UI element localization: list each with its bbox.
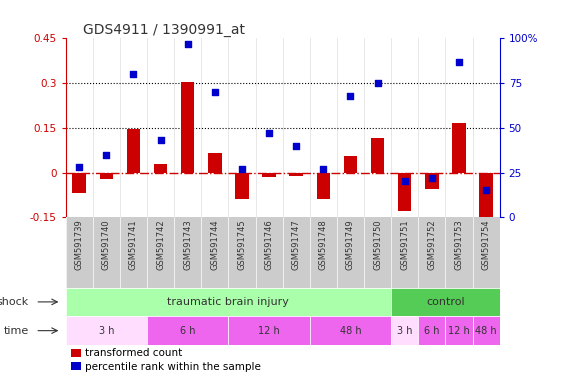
Bar <box>316 172 330 199</box>
Text: GSM591747: GSM591747 <box>292 219 301 270</box>
Point <box>238 166 247 172</box>
Bar <box>344 156 357 172</box>
Text: GSM591754: GSM591754 <box>481 219 490 270</box>
Text: GSM591745: GSM591745 <box>238 219 247 270</box>
Text: GSM591753: GSM591753 <box>455 219 464 270</box>
Bar <box>309 316 391 345</box>
Point <box>156 137 165 144</box>
Text: 3 h: 3 h <box>99 326 114 336</box>
Bar <box>147 316 228 345</box>
Point <box>102 152 111 158</box>
Bar <box>66 288 391 316</box>
Text: GSM591743: GSM591743 <box>183 219 192 270</box>
Bar <box>479 172 493 228</box>
Text: control: control <box>426 297 465 307</box>
Point <box>75 164 84 170</box>
Point <box>129 71 138 77</box>
Point <box>481 187 490 194</box>
Bar <box>66 316 147 345</box>
Bar <box>99 172 113 179</box>
Text: GSM591742: GSM591742 <box>156 219 165 270</box>
Point <box>292 142 301 149</box>
Bar <box>181 82 195 172</box>
Point <box>455 59 464 65</box>
Point <box>183 41 192 47</box>
Text: traumatic brain injury: traumatic brain injury <box>167 297 289 307</box>
Text: GSM591746: GSM591746 <box>264 219 274 270</box>
Text: GSM591752: GSM591752 <box>427 219 436 270</box>
Text: time: time <box>3 326 29 336</box>
Bar <box>391 288 500 316</box>
Text: 3 h: 3 h <box>397 326 412 336</box>
Text: GSM591749: GSM591749 <box>346 219 355 270</box>
Bar <box>398 172 412 211</box>
Text: GSM591739: GSM591739 <box>75 219 84 270</box>
Point <box>427 175 436 181</box>
Text: GSM591740: GSM591740 <box>102 219 111 270</box>
Bar <box>452 123 466 172</box>
Bar <box>391 316 418 345</box>
Text: GDS4911 / 1390991_at: GDS4911 / 1390991_at <box>83 23 245 37</box>
Text: GSM591750: GSM591750 <box>373 219 382 270</box>
Text: 12 h: 12 h <box>448 326 470 336</box>
Text: GSM591744: GSM591744 <box>210 219 219 270</box>
Bar <box>235 172 249 199</box>
Bar <box>154 164 167 172</box>
Text: 6 h: 6 h <box>180 326 195 336</box>
Bar <box>371 138 384 172</box>
Point <box>319 166 328 172</box>
Text: GSM591748: GSM591748 <box>319 219 328 270</box>
Text: GSM591751: GSM591751 <box>400 219 409 270</box>
Bar <box>208 153 222 172</box>
Bar <box>73 172 86 194</box>
Text: GSM591741: GSM591741 <box>129 219 138 270</box>
Text: shock: shock <box>0 297 29 307</box>
Text: 48 h: 48 h <box>340 326 361 336</box>
Bar <box>289 172 303 175</box>
Bar <box>127 129 140 172</box>
Bar <box>262 172 276 177</box>
Point <box>400 179 409 185</box>
Bar <box>425 172 439 189</box>
Bar <box>445 316 473 345</box>
Text: 48 h: 48 h <box>475 326 497 336</box>
Bar <box>473 316 500 345</box>
Legend: transformed count, percentile rank within the sample: transformed count, percentile rank withi… <box>71 348 262 372</box>
Point <box>373 80 382 86</box>
Point <box>210 89 219 95</box>
Bar <box>228 316 309 345</box>
Point <box>264 130 274 136</box>
Point <box>346 93 355 99</box>
Bar <box>418 316 445 345</box>
Text: 6 h: 6 h <box>424 326 440 336</box>
Text: 12 h: 12 h <box>258 326 280 336</box>
